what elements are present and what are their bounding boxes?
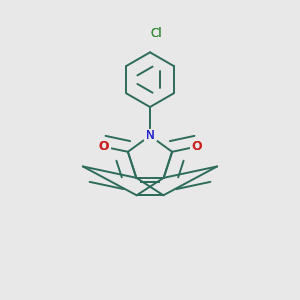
Text: O: O — [191, 140, 202, 153]
Text: N: N — [146, 129, 154, 142]
Text: O: O — [98, 140, 109, 153]
Text: O: O — [192, 140, 201, 153]
Text: Cl: Cl — [150, 27, 162, 40]
Text: N: N — [146, 129, 154, 142]
Text: Cl: Cl — [150, 27, 162, 40]
Text: O: O — [99, 140, 108, 153]
